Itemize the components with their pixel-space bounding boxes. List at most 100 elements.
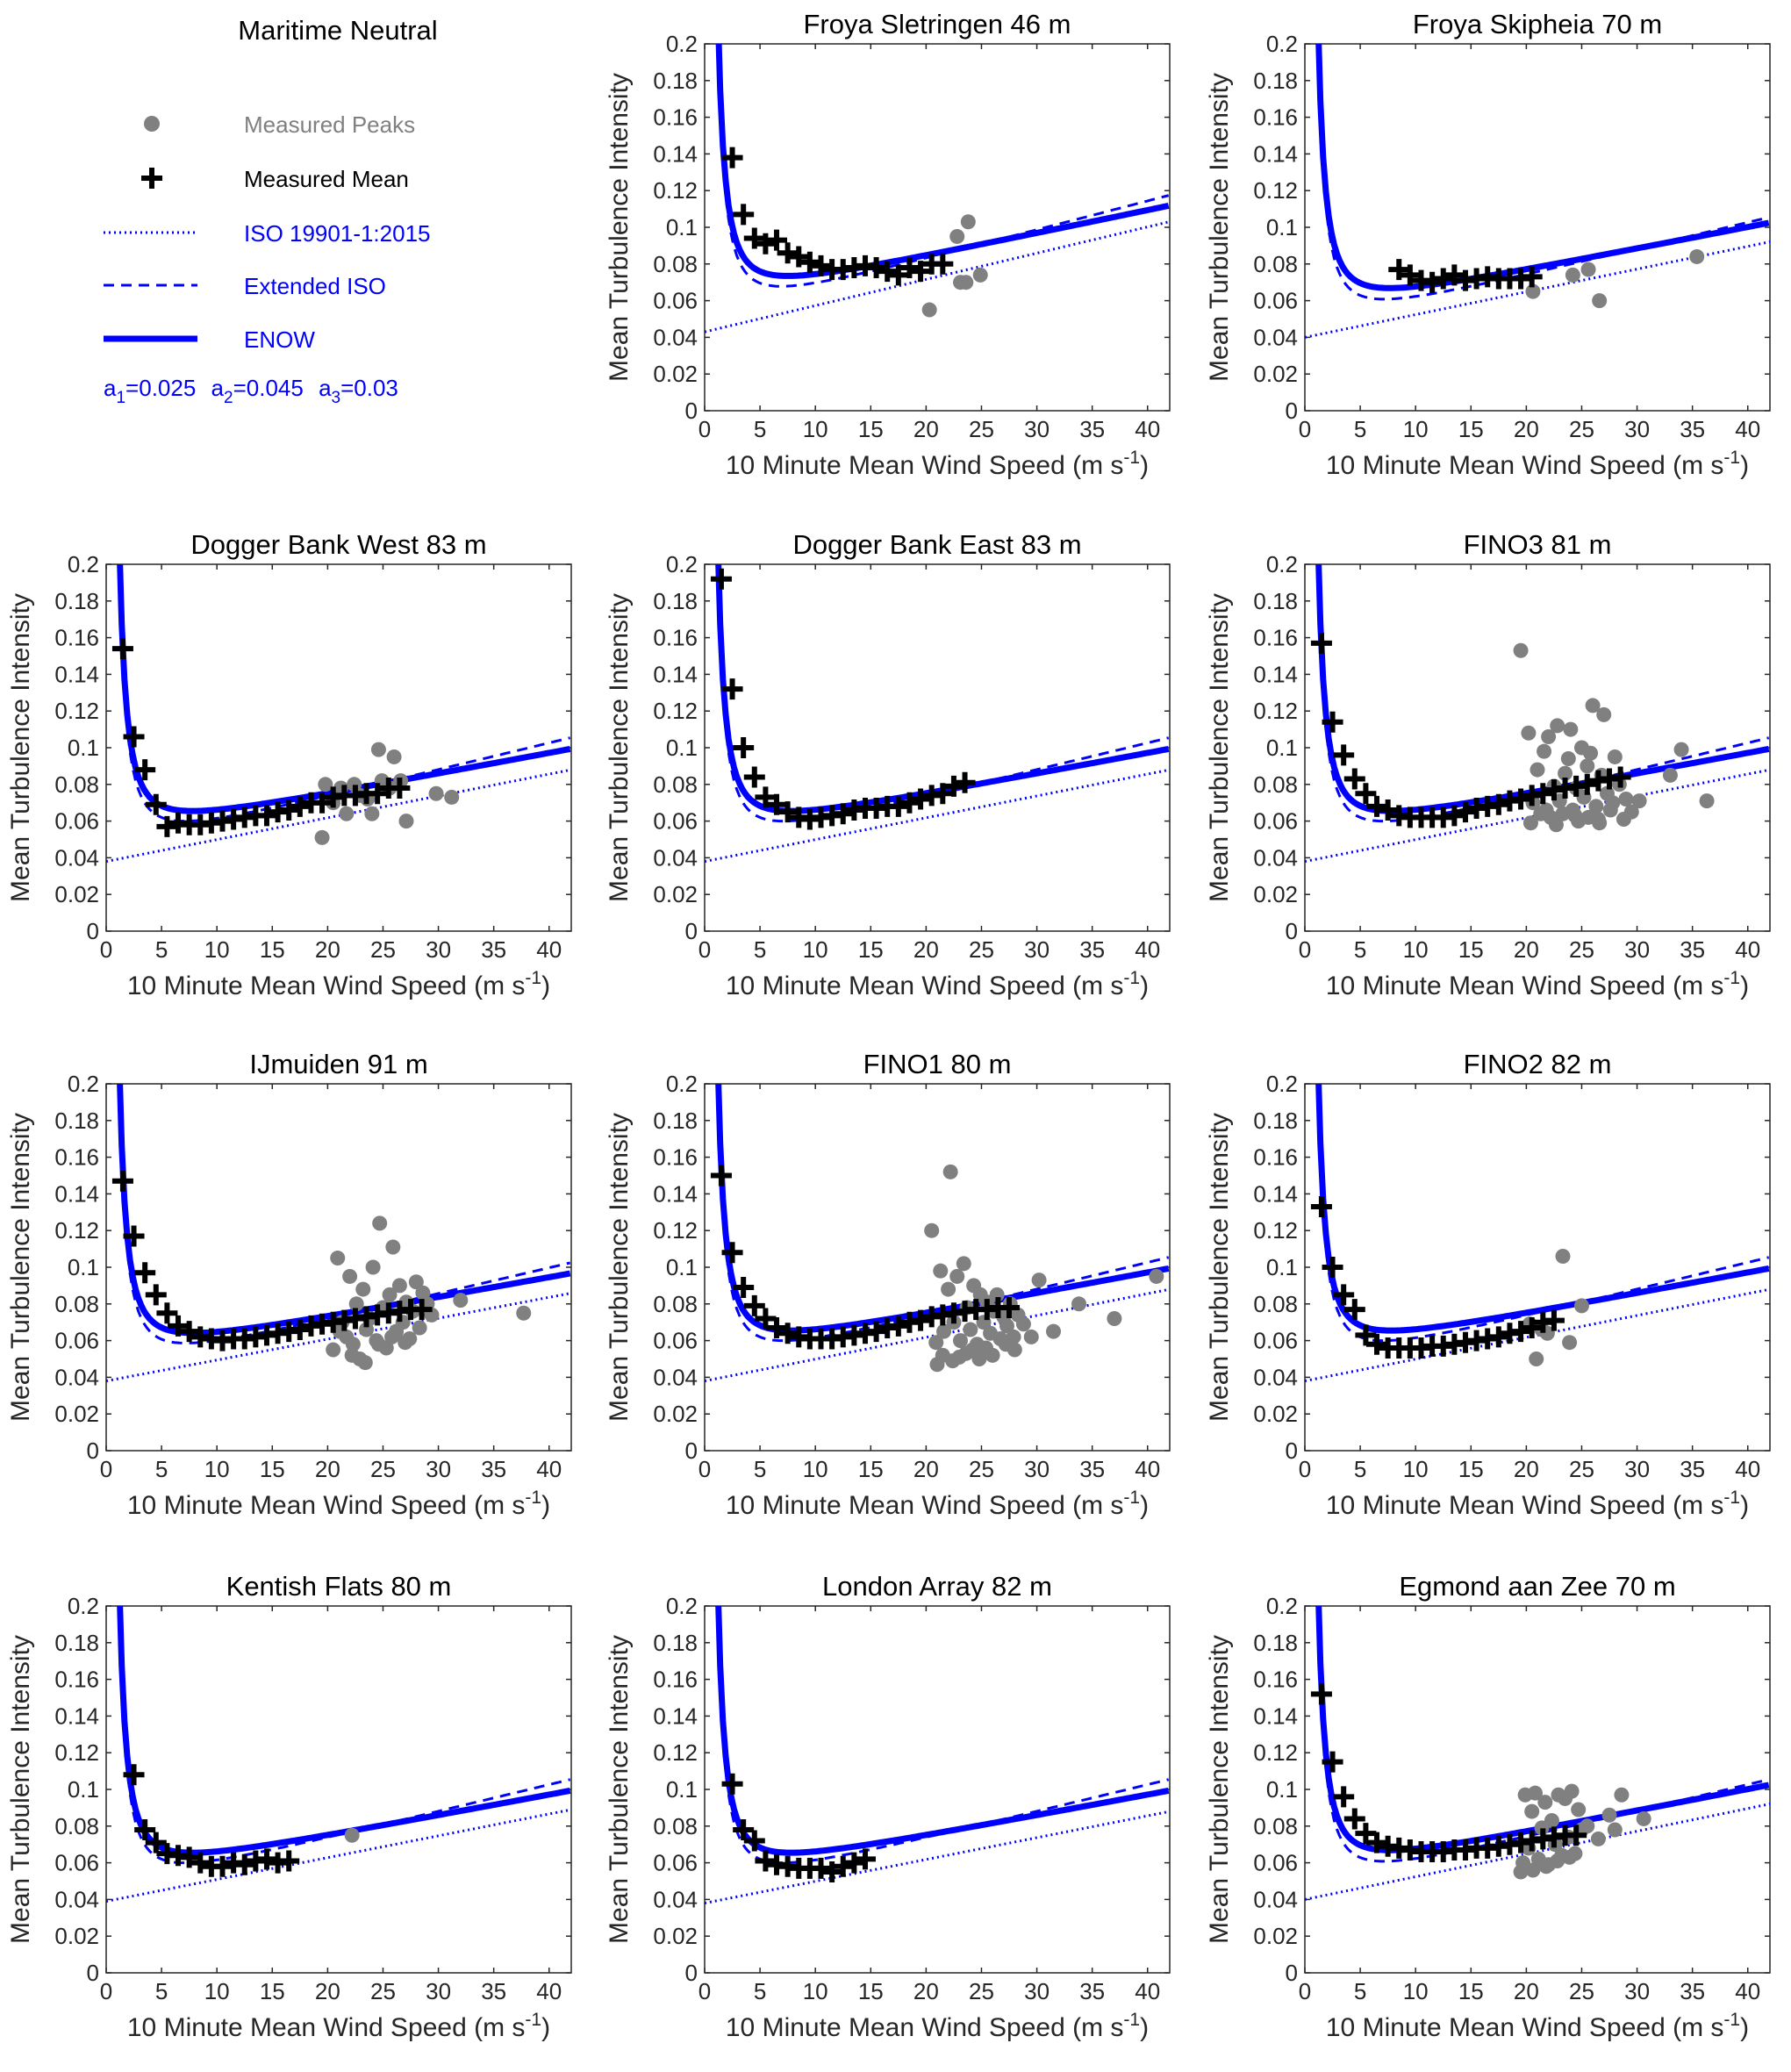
measured-peak-point — [355, 1281, 371, 1297]
x-tick-label: 20 — [315, 1456, 340, 1482]
measured-peak-point — [1607, 749, 1623, 764]
x-tick-label: 5 — [754, 1456, 766, 1482]
x-axis-label-exponent: -1 — [525, 2010, 541, 2030]
x-tick-label: 15 — [1458, 416, 1484, 442]
x-tick-label: 40 — [1735, 1456, 1760, 1482]
measured-mean-point — [211, 1855, 233, 1877]
enow-line — [117, 1084, 571, 1337]
measured-mean-point — [178, 1321, 200, 1343]
measured-peak-point — [345, 1337, 361, 1352]
subplot-9: Kentish Flats 80 m 0 5 10 15 20 25 30 35 40 0 0.02 0… — [6, 1571, 572, 2042]
y-tick-label: 0.08 — [1253, 1813, 1298, 1839]
x-tick-label: 5 — [754, 416, 766, 442]
measured-mean-point — [255, 1848, 277, 1870]
x-tick-label: 20 — [913, 416, 939, 442]
y-tick-label: 0.08 — [653, 1813, 698, 1839]
y-tick-label: 0 — [685, 1960, 698, 1986]
measured-peak-point — [1538, 802, 1554, 818]
y-tick-label: 0.04 — [1253, 324, 1298, 350]
y-tick-label: 0.16 — [1253, 1667, 1298, 1693]
measured-mean-point — [1422, 271, 1444, 293]
measured-mean-point — [1333, 1284, 1355, 1306]
measured-mean-point — [1510, 1321, 1532, 1343]
measured-mean-point — [111, 1170, 133, 1192]
measured-mean-point — [821, 1861, 843, 1883]
x-tick-label: 10 — [204, 1456, 230, 1482]
y-axis-label: Mean Turbulence Intensity — [605, 593, 634, 902]
measured-peak-point — [1548, 817, 1564, 833]
x-tick-label: 20 — [913, 1978, 939, 2004]
measured-peak-point — [1541, 728, 1557, 744]
measured-peak-point — [1563, 721, 1579, 737]
y-tick-label: 0.12 — [653, 1217, 698, 1244]
y-tick-label: 0.08 — [1253, 1291, 1298, 1317]
measured-peak-point — [933, 1263, 949, 1279]
iso-line — [106, 768, 571, 864]
y-tick-label: 0.06 — [54, 1328, 99, 1354]
y-tick-label: 0.1 — [1266, 1254, 1298, 1280]
measured-peak-point — [398, 814, 414, 829]
measured-peak-point — [382, 1287, 398, 1302]
y-axis-label: Mean Turbulence Intensity — [1205, 73, 1234, 382]
y-tick-label: 0.04 — [653, 1364, 698, 1390]
measured-mean-point — [1310, 632, 1332, 654]
measured-mean-point — [899, 256, 921, 278]
subplot-7: FINO1 80 m 0 5 10 15 20 25 30 35 40 0 0.02 0.04 0.06 0… — [605, 1049, 1171, 1520]
x-tick-label: 20 — [1514, 1456, 1539, 1482]
measured-peak-point — [370, 1337, 386, 1352]
enow-line — [715, 1606, 1170, 1856]
measured-mean-point — [743, 1294, 765, 1316]
x-tick-label: 40 — [1135, 416, 1160, 442]
measured-mean-point — [145, 793, 167, 815]
measured-peak-point — [1007, 1342, 1022, 1358]
measured-mean-point — [1510, 788, 1532, 810]
y-tick-label: 0.12 — [653, 698, 698, 724]
iso-line — [1305, 1803, 1770, 1901]
measured-mean-point — [1366, 1333, 1388, 1355]
x-axis-label: 10 Minute Mean Wind Speed (m s-1) — [127, 1488, 550, 1520]
x-tick-label: 15 — [1458, 1978, 1484, 2004]
plot-area — [705, 1606, 1170, 1905]
measured-mean-point — [777, 242, 799, 264]
y-tick-label: 0.02 — [653, 881, 698, 907]
iso-line — [705, 220, 1170, 333]
measured-mean-point — [887, 1315, 909, 1337]
x-tick-label: 0 — [100, 1456, 112, 1482]
measured-mean-point — [810, 1857, 832, 1879]
x-axis-label-exponent: -1 — [1123, 448, 1140, 468]
measured-peak-point — [1031, 1273, 1047, 1288]
measured-mean-point — [910, 1309, 932, 1331]
x-tick-label: 10 — [803, 936, 828, 963]
y-tick-label: 0.2 — [1266, 551, 1298, 577]
legend-panel: Maritime Neutral Measured Peaks Measured… — [104, 15, 438, 407]
x-tick-label: 35 — [1680, 416, 1705, 442]
measured-mean-point — [766, 229, 788, 251]
extended-iso-line — [1316, 1606, 1770, 1863]
measured-mean-point — [733, 204, 755, 226]
legend-label-measured-mean: Measured Mean — [244, 166, 409, 192]
measured-peak-point — [1046, 1323, 1061, 1339]
measured-mean-point — [1432, 268, 1454, 290]
y-tick-label: 0.18 — [1253, 1630, 1298, 1656]
measured-mean-point — [899, 792, 921, 814]
x-axis-label-main: 10 Minute Mean Wind Speed (m s — [127, 1491, 526, 1520]
x-tick-label: 25 — [1569, 416, 1594, 442]
y-tick-label: 0.14 — [54, 661, 99, 687]
measured-peak-point — [364, 806, 380, 821]
y-tick-label: 0.02 — [1253, 1401, 1298, 1427]
plot-area — [1305, 564, 1770, 864]
measured-peak-point — [1580, 262, 1596, 277]
x-tick-label: 5 — [1354, 1456, 1366, 1482]
measured-peak-point — [1565, 267, 1580, 283]
measured-peak-point — [1590, 1831, 1606, 1846]
measured-peak-point — [1573, 1298, 1589, 1314]
x-tick-label: 25 — [370, 936, 396, 963]
measured-peak-point — [1567, 807, 1583, 823]
x-axis-label-close: ) — [1140, 971, 1149, 1000]
x-axis-label-exponent: -1 — [1723, 1488, 1740, 1508]
measured-mean-point — [721, 1242, 743, 1264]
measured-peak-point — [444, 789, 460, 805]
measured-peak-point — [344, 1347, 360, 1363]
x-axis-label-main: 10 Minute Mean Wind Speed (m s — [127, 2013, 526, 2042]
y-tick-label: 0 — [1286, 1437, 1298, 1464]
